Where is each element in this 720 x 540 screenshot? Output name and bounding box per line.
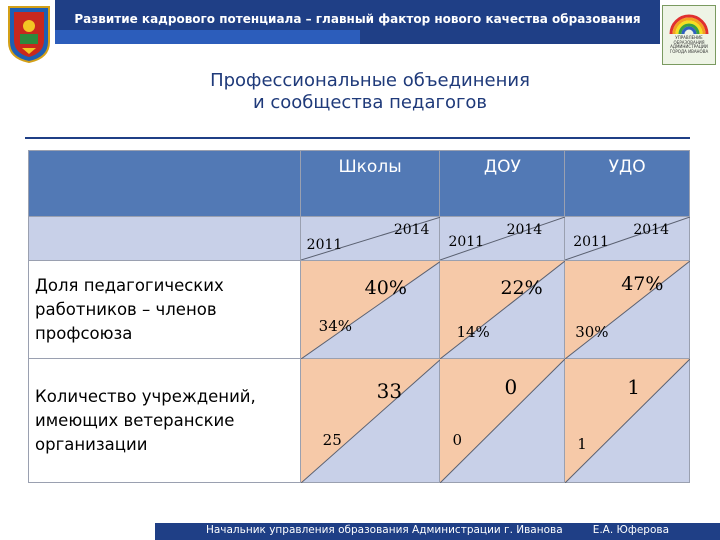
year-old-label: 2011 [573, 234, 609, 250]
cell-diagonal [440, 359, 566, 483]
page-title: Профессиональные объединения и сообществ… [120, 70, 620, 114]
footer-position: Начальник управления образования Админис… [205, 524, 563, 536]
page-title-line-1: Профессиональные объединения [210, 70, 530, 91]
cell-diagonal [300, 261, 441, 359]
cell-diagonal [565, 261, 691, 359]
column-header-label: ДОУ [483, 157, 521, 177]
value-2011: 1 [577, 435, 587, 453]
value-2014: 47% [621, 273, 664, 295]
cell-veterans-dou: 0 0 [439, 358, 566, 483]
year-old-label: 2011 [448, 234, 485, 250]
cell-diagonal [300, 359, 441, 483]
years-cell-dou: 2011 2014 [439, 216, 566, 261]
data-table: Школы ДОУ УДО 2011 2014 2011 2014 2011 2… [28, 150, 691, 483]
cell-diagonal [565, 217, 691, 260]
header-accent [55, 30, 360, 44]
cell-diagonal [300, 217, 441, 260]
table-row: Количество учреждений, имеющих ветеранск… [28, 358, 691, 483]
header-title: Развитие кадрового потенциала – главный … [74, 12, 641, 26]
coat-of-arms-icon [8, 6, 50, 64]
column-header-schools: Школы [299, 150, 441, 217]
column-header-label: УДО [608, 157, 646, 177]
year-new-label: 2014 [633, 222, 669, 238]
value-2014: 1 [627, 375, 640, 399]
value-2011: 25 [322, 431, 342, 449]
column-header-udo: УДО [564, 150, 690, 217]
column-header-row: Школы ДОУ УДО [28, 150, 690, 217]
year-new-label: 2014 [506, 222, 543, 238]
cell-veterans-schools: 33 25 [299, 358, 441, 483]
row-label-veterans: Количество учреждений, имеющих ветеранск… [28, 358, 301, 483]
column-header-dou: ДОУ [439, 150, 566, 217]
cell-union-schools: 40% 34% [299, 260, 441, 359]
years-cell-udo: 2011 2014 [564, 216, 691, 261]
value-2014: 0 [504, 375, 518, 399]
year-new-label: 2014 [393, 222, 430, 238]
cell-diagonal [565, 359, 691, 483]
cell-union-dou: 22% 14% [439, 260, 566, 359]
rainbow-logo-icon [669, 14, 709, 35]
value-2011: 0 [452, 431, 462, 449]
row-label-union: Доля педагогических работников – членов … [28, 260, 301, 359]
column-header-label: Школы [338, 157, 402, 177]
footer-bar: Начальник управления образования Админис… [155, 523, 720, 540]
value-2014: 33 [376, 379, 403, 403]
cell-union-udo: 47% 30% [564, 260, 691, 359]
footer-text: Начальник управления образования Админис… [155, 524, 720, 536]
title-divider [25, 137, 690, 139]
cell-diagonal [440, 261, 566, 359]
value-2011: 14% [456, 323, 490, 341]
years-row: 2011 2014 2011 2014 2011 2014 [28, 216, 691, 261]
value-2014: 40% [364, 277, 407, 299]
value-2011: 30% [575, 323, 609, 341]
year-old-label: 2011 [306, 237, 343, 253]
table-row: Доля педагогических работников – членов … [28, 260, 691, 359]
value-2011: 34% [318, 317, 352, 335]
years-cell-schools: 2011 2014 [299, 216, 441, 261]
cell-diagonal [440, 217, 566, 260]
department-logo: УПРАВЛЕНИЕ ОБРАЗОВАНИЯ АДМИНИСТРАЦИИ ГОР… [662, 5, 716, 65]
value-2014: 22% [500, 277, 543, 299]
years-row-label [28, 216, 301, 261]
logo-text: УПРАВЛЕНИЕ ОБРАЗОВАНИЯ АДМИНИСТРАЦИИ ГОР… [669, 35, 709, 54]
page-title-line-2: и сообщества педагогов [252, 92, 488, 113]
header-corner [28, 150, 301, 217]
cell-veterans-udo: 1 1 [564, 358, 691, 483]
footer-name: Е.А. Юферова [592, 524, 670, 536]
